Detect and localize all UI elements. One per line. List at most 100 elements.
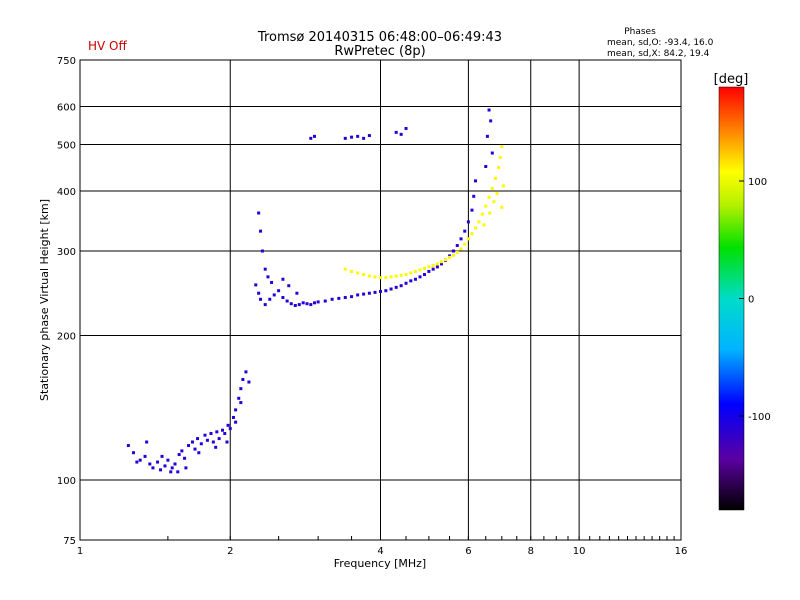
data-point (440, 262, 444, 266)
data-point (448, 255, 452, 259)
data-point (384, 276, 388, 280)
data-point (312, 134, 316, 138)
data-point (301, 301, 305, 305)
data-point (362, 292, 366, 296)
data-point (228, 427, 232, 431)
data-point (257, 211, 261, 215)
data-point (431, 263, 435, 267)
data-point (226, 423, 230, 427)
data-point (183, 456, 187, 460)
data-point (176, 470, 180, 474)
data-point (312, 301, 316, 305)
grid-lines (80, 60, 681, 540)
data-point (409, 279, 413, 283)
data-point (148, 462, 152, 466)
data-point (244, 370, 248, 374)
data-point (254, 283, 258, 287)
data-point (223, 432, 227, 436)
data-point (343, 267, 347, 271)
data-point (197, 451, 201, 455)
axis-ticks: 1 2 4 6 8 10 16 75 100 200 300 400 500 600 750 (57, 56, 687, 557)
data-point (234, 408, 238, 412)
data-point (379, 290, 382, 294)
data-point (277, 289, 281, 293)
data-point (470, 208, 474, 212)
data-point (166, 458, 170, 462)
data-point (281, 277, 285, 281)
data-point (500, 145, 504, 149)
data-point (487, 195, 491, 199)
data-point (132, 451, 136, 455)
data-point (225, 440, 229, 444)
data-point (135, 460, 139, 464)
data-point (404, 273, 408, 277)
hv-status: HV Off (88, 39, 127, 53)
data-point (287, 284, 291, 288)
data-point (379, 276, 382, 280)
data-point (444, 258, 448, 262)
data-point (373, 290, 377, 294)
data-point (367, 134, 371, 138)
data-point (367, 274, 371, 278)
data-point (427, 269, 431, 273)
colorbar-tick-label: 100 (748, 177, 767, 188)
x-tick-label: 2 (227, 546, 233, 557)
data-point (409, 271, 413, 275)
data-point (399, 284, 403, 288)
data-point (389, 287, 393, 291)
data-point (440, 260, 444, 264)
data-point (316, 300, 320, 304)
data-point (451, 249, 455, 253)
data-point (500, 205, 504, 209)
data-point (455, 250, 459, 254)
data-point (270, 280, 274, 284)
data-point (193, 447, 197, 451)
data-point (293, 303, 297, 307)
data-point (487, 108, 491, 112)
data-point (389, 275, 393, 279)
data-point (350, 295, 354, 299)
data-point (268, 297, 272, 301)
x-tick-label: 1 (77, 546, 83, 557)
data-point (498, 155, 502, 159)
data-point (259, 297, 263, 301)
data-point (489, 119, 493, 123)
data-point (488, 211, 492, 215)
colorbar: [deg] 100 0 -100 (714, 72, 771, 511)
data-point (309, 303, 313, 307)
data-point (170, 466, 174, 470)
data-point (285, 299, 289, 303)
data-point (470, 232, 474, 236)
data-point (431, 267, 435, 271)
data-point (404, 126, 408, 130)
data-point (160, 454, 164, 458)
data-point (373, 275, 377, 279)
data-point (199, 442, 203, 446)
data-point (490, 151, 494, 155)
data-point (266, 275, 270, 279)
data-point (143, 454, 147, 458)
data-point (435, 265, 439, 269)
data-point (126, 444, 130, 448)
data-point (239, 387, 243, 391)
data-point (337, 296, 341, 300)
phase-x-stats: mean, sd,X: 84.2, 19.4 (607, 49, 710, 59)
data-point (463, 242, 467, 246)
data-point (463, 229, 467, 233)
data-point (435, 262, 439, 266)
data-point (413, 277, 417, 281)
data-point (260, 249, 264, 253)
data-point (477, 220, 481, 224)
data-point (145, 440, 149, 444)
data-point (257, 291, 261, 295)
data-point (237, 396, 241, 400)
data-point (350, 269, 354, 273)
data-point (187, 444, 191, 448)
data-point (156, 460, 160, 464)
y-tick-label: 300 (57, 247, 76, 258)
data-point (399, 273, 403, 277)
data-point (214, 445, 218, 449)
data-point (362, 136, 366, 140)
data-point (234, 420, 238, 424)
data-point (501, 184, 505, 188)
